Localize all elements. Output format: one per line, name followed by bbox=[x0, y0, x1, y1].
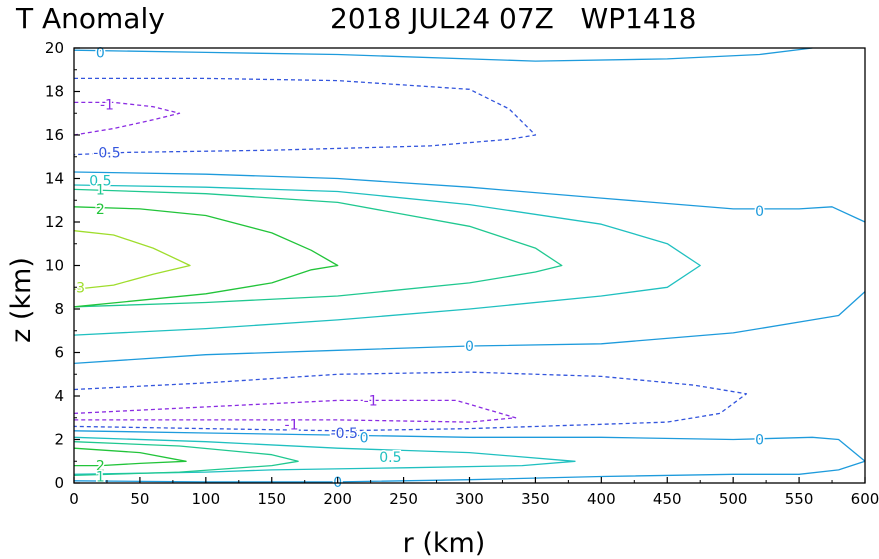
x-tick-label-10: 500 bbox=[719, 490, 748, 508]
contour-label-15: 2 bbox=[96, 459, 105, 475]
contour-label-3: 0.5 bbox=[89, 174, 111, 190]
contour-label-13: 0 bbox=[755, 433, 764, 449]
contour-lines bbox=[73, 47, 866, 483]
contour-label-1: -1 bbox=[100, 98, 114, 114]
contour-line-6 bbox=[73, 206, 339, 308]
contour-line-0 bbox=[73, 47, 813, 62]
contour-label-12: 0 bbox=[360, 430, 369, 446]
contour-line-11 bbox=[73, 430, 866, 462]
contour-line-5 bbox=[73, 188, 563, 308]
contour-label-6: 0 bbox=[755, 204, 764, 220]
contour-line-4 bbox=[73, 184, 701, 336]
contour-line-1 bbox=[73, 77, 537, 156]
y-tick-label-5: 10 bbox=[45, 257, 64, 275]
y-tick-label-8: 16 bbox=[45, 126, 64, 144]
contour-label-16: 1 bbox=[96, 469, 105, 485]
contour-label-10: -1 bbox=[285, 417, 299, 433]
contour-line-10 bbox=[73, 399, 517, 423]
x-tick-label-2: 100 bbox=[192, 490, 221, 508]
contour-line-8 bbox=[73, 291, 866, 365]
y-tick-label-7: 14 bbox=[45, 170, 64, 188]
contour-label-7: 3 bbox=[76, 280, 85, 296]
y-tick-label-2: 4 bbox=[54, 387, 64, 405]
contour-line-3 bbox=[73, 171, 866, 223]
contour-label-0: 0 bbox=[96, 45, 105, 61]
x-tick-label-5: 250 bbox=[389, 490, 418, 508]
contour-line-7 bbox=[73, 230, 191, 291]
contour-label-4: 1 bbox=[96, 182, 105, 198]
contour-label-8: 0 bbox=[465, 339, 474, 355]
x-axis-ticks: 0 50 100 150 200 250 300 350 400 450 500 550 600 bbox=[69, 477, 879, 508]
y-tick-label-10: 20 bbox=[45, 39, 64, 57]
contour-label-9: -1 bbox=[364, 393, 378, 409]
y-tick-label-0: 0 bbox=[54, 474, 64, 492]
contour-line-9 bbox=[73, 371, 748, 432]
y-tick-label-1: 2 bbox=[54, 431, 64, 449]
contour-line-2 bbox=[73, 101, 181, 136]
contour-line-14 bbox=[73, 441, 299, 477]
x-tick-label-4: 200 bbox=[323, 490, 352, 508]
contour-label-2: -0.5 bbox=[93, 145, 120, 161]
y-axis-label: z (km) bbox=[6, 257, 37, 343]
x-tick-label-0: 0 bbox=[69, 490, 79, 508]
plot-frame bbox=[73, 47, 866, 484]
x-tick-label-7: 350 bbox=[521, 490, 550, 508]
x-tick-label-6: 300 bbox=[455, 490, 484, 508]
x-tick-label-3: 150 bbox=[257, 490, 286, 508]
x-tick-label-9: 450 bbox=[653, 490, 682, 508]
x-axis-label: r (km) bbox=[403, 528, 486, 559]
y-tick-label-3: 6 bbox=[54, 344, 64, 362]
x-tick-label-1: 50 bbox=[130, 490, 149, 508]
contour-line-15 bbox=[73, 447, 187, 467]
y-tick-label-9: 18 bbox=[45, 83, 64, 101]
x-tick-label-12: 600 bbox=[851, 490, 879, 508]
x-tick-label-11: 550 bbox=[785, 490, 814, 508]
y-tick-label-4: 8 bbox=[54, 300, 64, 318]
y-tick-label-6: 12 bbox=[45, 213, 64, 231]
contour-line-12 bbox=[73, 460, 866, 483]
contour-line-13 bbox=[73, 436, 576, 475]
y-axis-ticks: 0 2 4 6 8 10 12 14 16 18 20 bbox=[45, 39, 80, 492]
chart-title-right: 2018 JUL24 07Z WP1418 bbox=[330, 2, 696, 35]
contour-label-11: -0.5 bbox=[331, 426, 358, 442]
chart-title-left: T Anomaly bbox=[15, 2, 165, 35]
contour-label-14: 0.5 bbox=[379, 450, 401, 466]
x-tick-label-8: 400 bbox=[587, 490, 616, 508]
contour-label-5: 2 bbox=[96, 202, 105, 218]
